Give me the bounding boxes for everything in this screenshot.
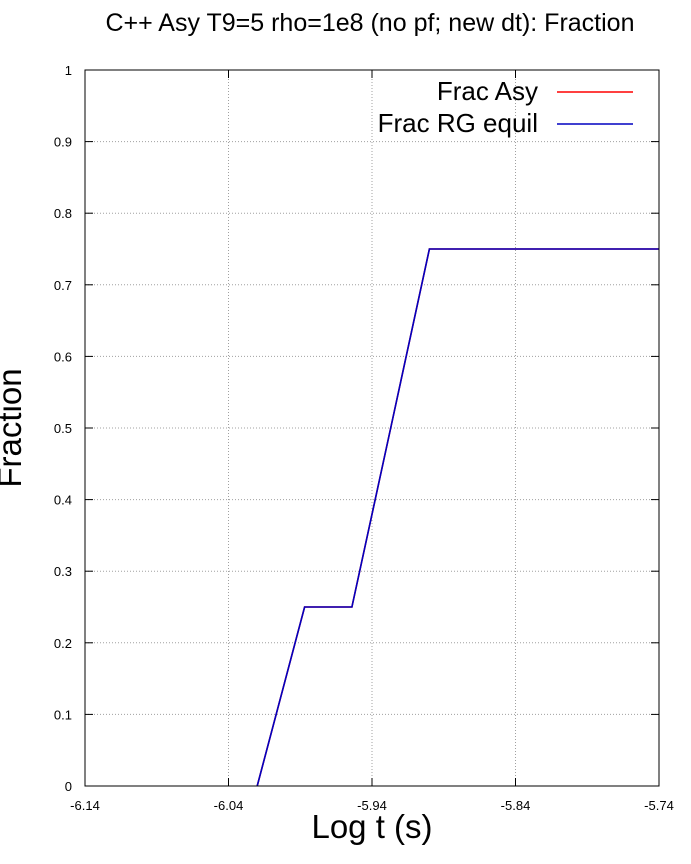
y-tick-label: 0.6 bbox=[54, 349, 72, 364]
y-tick-label: 0.8 bbox=[54, 206, 72, 221]
axis-ticks bbox=[84, 69, 660, 787]
y-tick-label: 0.4 bbox=[54, 493, 72, 508]
x-tick-label: -6.04 bbox=[214, 798, 244, 813]
legend-label: Frac RG equil bbox=[378, 108, 538, 138]
x-tick-label: -5.94 bbox=[357, 798, 387, 813]
y-tick-label: 0.1 bbox=[54, 707, 72, 722]
x-tick-label: -5.84 bbox=[501, 798, 531, 813]
y-tick-label: 0.5 bbox=[54, 421, 72, 436]
series-line-0 bbox=[256, 248, 659, 787]
y-tick-label: 0.2 bbox=[54, 636, 72, 651]
y-tick-label: 0.9 bbox=[54, 135, 72, 150]
chart-title: C++ Asy T9=5 rho=1e8 (no pf; new dt): Fr… bbox=[105, 9, 634, 37]
y-tick-label: 0 bbox=[65, 779, 72, 794]
y-tick-label: 0.3 bbox=[54, 564, 72, 579]
y-tick-labels: 0 0.1 0.2 0.3 0.4 0.5 0.6 0.7 0.8 0.9 1 bbox=[54, 63, 72, 794]
legend-label: Frac Asy bbox=[437, 76, 538, 106]
y-axis-label: Fraction bbox=[0, 368, 28, 487]
series-line-1 bbox=[256, 248, 659, 787]
y-tick-label: 0.7 bbox=[54, 278, 72, 293]
series-lines bbox=[256, 248, 659, 787]
x-tick-label: -5.74 bbox=[644, 798, 674, 813]
x-axis-label: Log t (s) bbox=[311, 808, 432, 845]
x-tick-labels: -6.14 -6.04 -5.94 -5.84 -5.74 bbox=[70, 798, 674, 813]
x-tick-label: -6.14 bbox=[70, 798, 100, 813]
y-tick-label: 1 bbox=[65, 63, 72, 78]
grid bbox=[85, 70, 659, 786]
